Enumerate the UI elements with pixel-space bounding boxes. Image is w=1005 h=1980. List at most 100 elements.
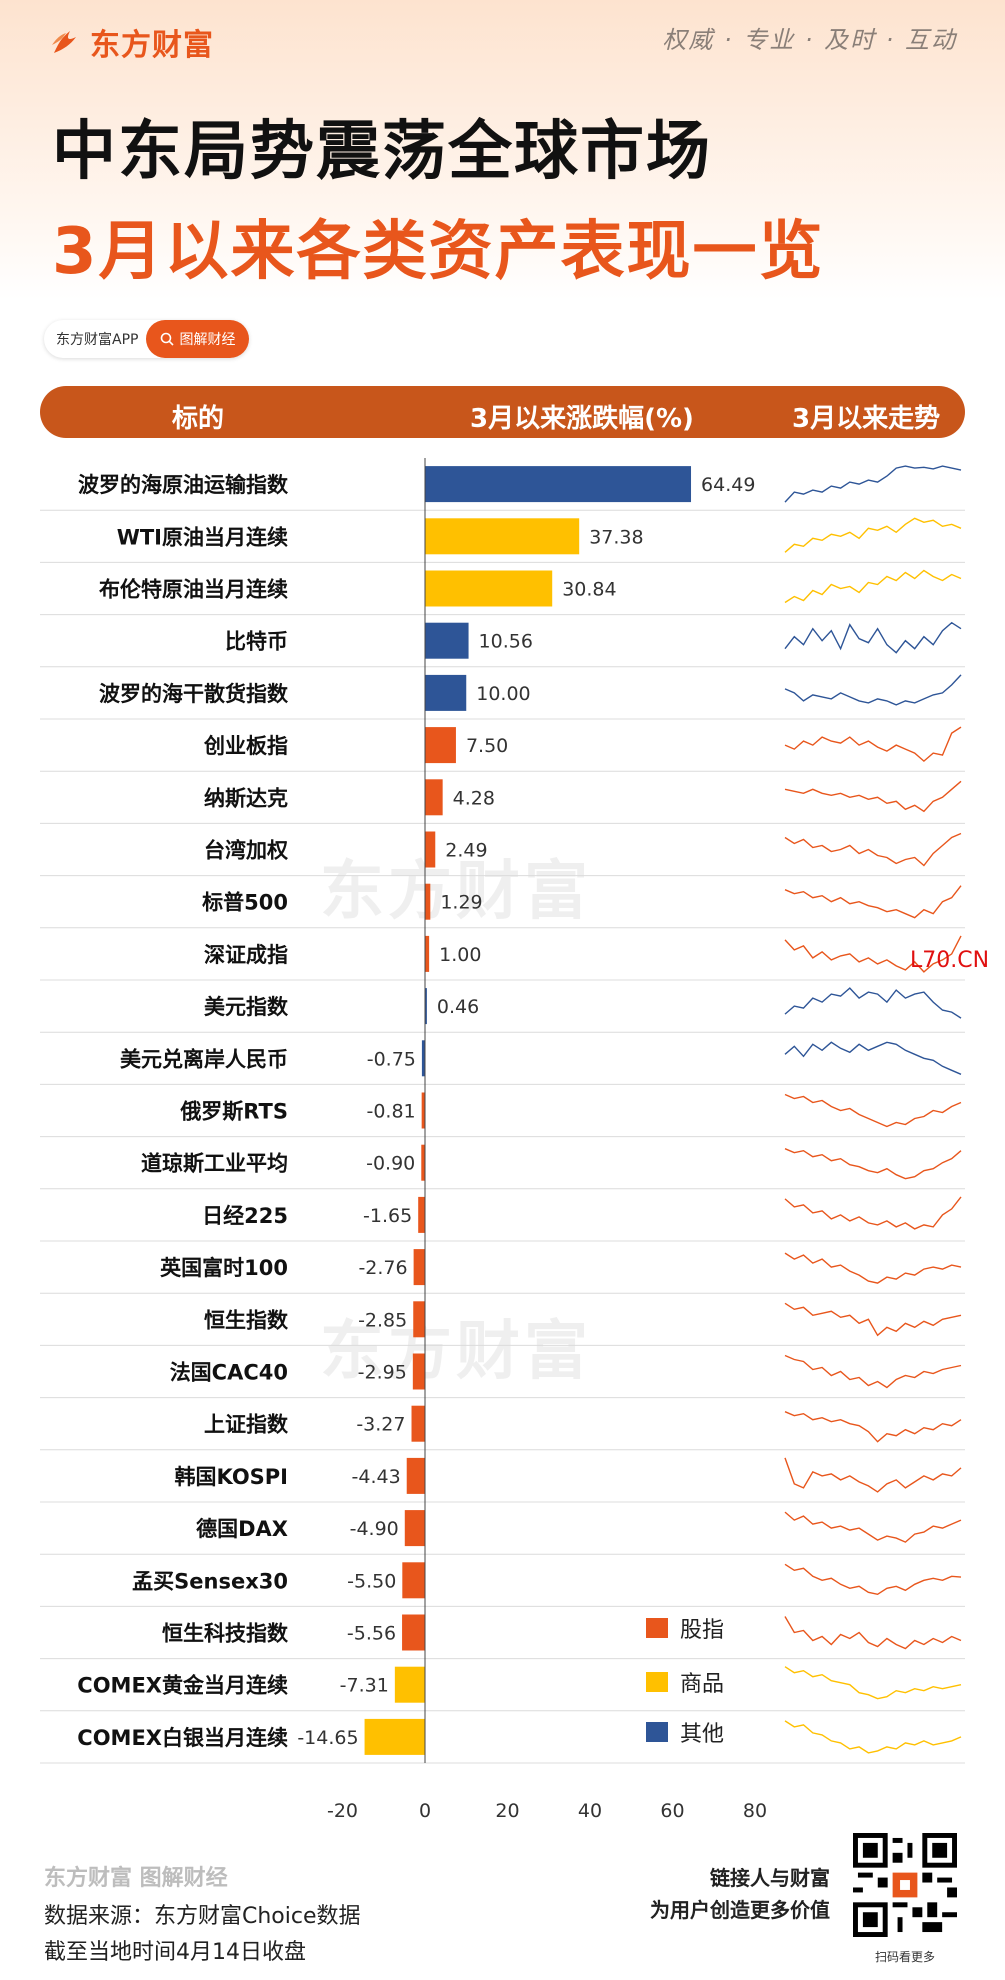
value-label: -2.85 [358,1309,407,1331]
qr-caption: 扫码看更多 [874,1950,935,1964]
search-icon [161,332,175,346]
category-label: 法国CAC40 [170,1361,288,1385]
bar [411,1405,425,1442]
header-col-name: 标的 [172,404,225,434]
category-label: 比特币 [225,630,288,654]
slogan: 权威 · 专业 · 及时 · 互动 [662,26,957,54]
performance-chart: 波罗的海原油运输指数 64.49 WTI原油当月连续 37.38 布伦特原油当月连续 30… [40,458,965,1820]
bar [421,1092,425,1129]
bar [425,988,427,1025]
category-label: 纳斯达克 [204,786,288,810]
value-label: 10.00 [476,683,530,705]
header-background [0,0,1005,300]
value-label: 1.29 [440,892,482,914]
sparkline [784,1666,962,1700]
header-col-change: 3月以来涨跌幅(%) [470,404,694,434]
graphic-finance-button[interactable]: 图解财经 [146,320,250,358]
sparkline [784,569,962,604]
value-label: -5.56 [347,1623,396,1645]
x-tick-label: 20 [495,1800,519,1820]
category-label: 英国富时100 [160,1256,288,1280]
sparkline [784,885,962,919]
legend-swatch-commodity [646,1672,668,1692]
sparkline [784,1302,962,1337]
legend-label-commodity: 商品 [680,1672,725,1697]
value-label: -1.65 [363,1205,412,1227]
category-label: 韩国KOSPI [174,1465,288,1489]
category-label: 布伦特原油当月连续 [99,578,288,602]
data-source: 数据来源：东方财富Choice数据 [44,1904,361,1929]
category-label: 创业板指 [203,734,288,758]
bar [421,1040,425,1077]
x-tick-label: -20 [327,1800,358,1820]
bar [425,466,692,503]
data-cutoff: 截至当地时间4月14日收盘 [44,1940,306,1965]
table-header: 标的 3月以来涨跌幅(%) 3月以来走势 [40,386,965,438]
bar [394,1666,425,1703]
sparkline [784,1093,962,1128]
bar [425,518,580,555]
value-label: 30.84 [562,579,616,601]
bar [425,622,469,659]
category-label: 波罗的海干散货指数 [99,682,289,706]
category-label: 深证成指 [204,943,288,967]
category-label: 台湾加权 [204,839,288,863]
value-label: -2.95 [358,1362,407,1384]
value-label: 64.49 [701,474,755,496]
category-label: 俄罗斯RTS [179,1100,288,1124]
bar [402,1614,425,1651]
app-name: 东方财富APP [56,332,139,348]
category-label: 孟买Sensex30 [132,1569,288,1593]
page-subtitle: 3月以来各类资产表现一览 [52,215,825,289]
footer-slogan-1: 链接人与财富 [710,1866,830,1890]
category-label: 德国DAX [196,1517,288,1541]
sparkline [784,1196,962,1230]
category-label: 美元兑离岸人民币 [120,1047,288,1071]
value-label: -14.65 [297,1727,358,1749]
value-label: 37.38 [589,526,643,548]
bar [364,1718,425,1755]
category-label: 美元指数 [204,995,289,1019]
bar [418,1196,425,1233]
sparkline [784,1720,962,1754]
value-label: 4.28 [453,787,495,809]
value-label: -4.90 [350,1518,399,1540]
value-label: -3.27 [356,1414,405,1436]
value-label: -7.31 [340,1675,389,1697]
legend-item-commodity: 商品 [646,1666,724,1698]
flame-icon [52,31,76,53]
value-label: 0.46 [437,996,479,1018]
bar [425,779,443,816]
x-tick-label: 80 [743,1800,767,1820]
app-badge[interactable]: 东方财富APP 图解财经 [44,320,250,358]
sparkline [784,1411,962,1443]
sparkline [784,674,962,706]
qr-code-icon[interactable] [853,1830,957,1940]
bar [425,674,467,711]
sparkline [784,832,962,867]
bar [425,727,456,764]
bar [425,935,430,972]
value-label: 10.56 [479,631,533,653]
sparkline [784,465,962,503]
graphic-finance-label: 图解财经 [179,332,236,348]
legend-swatch-other [646,1722,668,1742]
category-label: 恒生指数 [204,1308,289,1332]
category-label: 道琼斯工业平均 [141,1152,288,1176]
bar [425,883,431,920]
value-label: -0.81 [366,1101,415,1123]
bar [413,1301,425,1338]
category-label: COMEX黄金当月连续 [77,1674,288,1698]
value-label: 1.00 [439,944,481,966]
sparkline [784,1148,962,1180]
sparkline [784,1457,962,1493]
bar [425,570,553,607]
sparkline [784,517,962,553]
brand-logo: 东方财富 [48,20,214,64]
bar [404,1510,425,1547]
header-col-trend: 3月以来走势 [792,404,941,434]
watermark-top: 东方财富 [320,855,592,929]
legend-item-other: 其他 [646,1716,724,1748]
value-label: -2.76 [358,1257,407,1279]
sparkline [784,1041,962,1075]
